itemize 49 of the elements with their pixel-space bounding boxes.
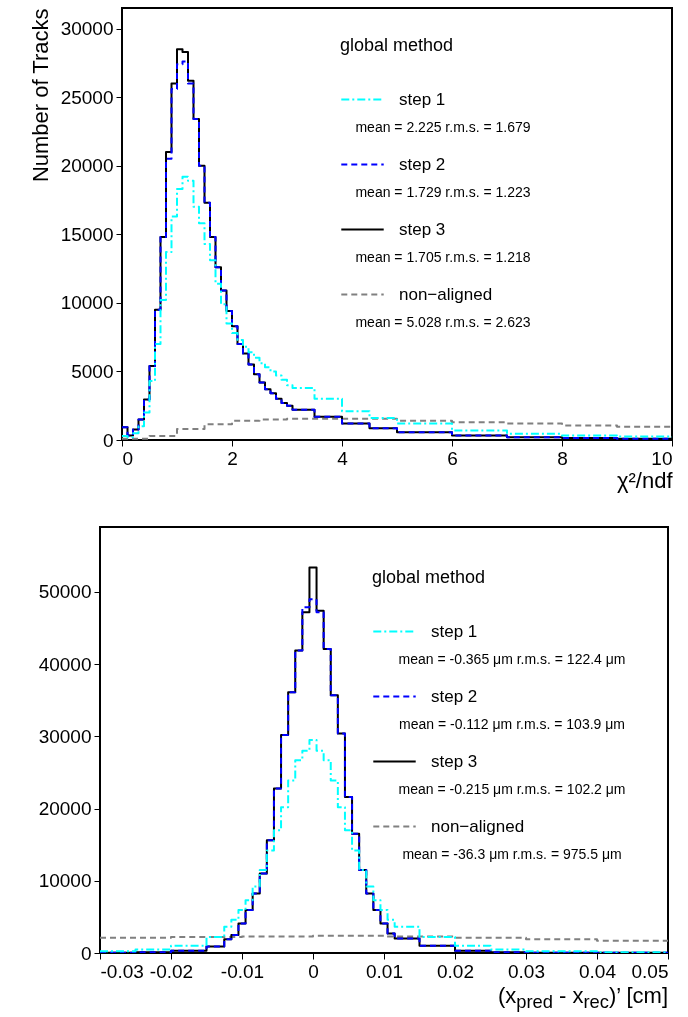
annotation: mean = -36.3 μm r.m.s. = 975.5 μm <box>402 846 622 862</box>
legend-label: step 2 <box>431 686 478 706</box>
x-tick-label: -0.02 <box>149 960 194 982</box>
legend-label: step 3 <box>399 219 446 239</box>
x-axis-title: χ²/ndf <box>616 467 674 493</box>
x-tick-label: 8 <box>557 447 568 469</box>
legend-label: non−aligned <box>399 284 493 304</box>
y-tick-label: 5000 <box>71 360 114 382</box>
legend-label: non−aligned <box>431 816 525 836</box>
y-axis-title: Number of Tracks <box>27 8 53 183</box>
annotation: mean = 5.028 r.m.s. = 2.623 <box>355 314 531 330</box>
y-tick-label: 10000 <box>60 292 114 314</box>
y-tick-label: 10000 <box>38 870 92 892</box>
legend-label: step 2 <box>399 154 446 174</box>
y-tick-label: 30000 <box>60 18 114 40</box>
legend-label: step 1 <box>431 621 478 641</box>
x-tick-label: 6 <box>447 447 458 469</box>
x-axis-title: (x$_{pred}$ - x$_{rec}$)’ [cm] <box>497 983 668 1014</box>
x-tick-label: 0 <box>308 960 319 982</box>
y-tick-label: 20000 <box>60 155 114 177</box>
x-tick-label: 0.05 <box>631 960 669 982</box>
x-tick-label: -0.01 <box>220 960 265 982</box>
legend-label: step 3 <box>431 751 478 771</box>
legend-title: global method <box>340 35 454 55</box>
x-tick-label: 0.04 <box>579 960 617 982</box>
x-tick-label: 10 <box>651 447 673 469</box>
x-tick-label: 0.01 <box>366 960 403 982</box>
x-tick-label: 2 <box>227 447 238 469</box>
y-tick-label: 0 <box>102 429 114 451</box>
legend-title: global method <box>372 567 486 587</box>
y-tick-label: 30000 <box>38 725 92 747</box>
x-tick-label: 4 <box>337 447 349 469</box>
annotation: mean = 1.705 r.m.s. = 1.218 <box>355 249 531 265</box>
annotation: mean = -0.215 μm r.m.s. = 102.2 μm <box>398 781 626 797</box>
y-tick-label: 50000 <box>38 581 92 603</box>
y-tick-label: 0 <box>80 942 92 964</box>
annotation: mean = -0.112 μm r.m.s. = 103.9 μm <box>399 716 625 732</box>
annotation: mean = -0.365 μm r.m.s. = 122.4 μm <box>398 651 626 667</box>
y-tick-label: 40000 <box>38 653 92 675</box>
y-tick-label: 20000 <box>38 798 92 820</box>
x-tick-label: 0.02 <box>437 960 474 982</box>
annotation: mean = 2.225 r.m.s. = 1.679 <box>355 119 531 135</box>
x-tick-label: 0 <box>122 447 134 469</box>
x-tick-label: 0.03 <box>508 960 545 982</box>
legend-label: step 1 <box>399 89 446 109</box>
y-tick-label: 25000 <box>60 86 114 108</box>
annotation: mean = 1.729 r.m.s. = 1.223 <box>355 184 531 200</box>
x-tick-label: -0.03 <box>100 960 144 982</box>
y-tick-label: 15000 <box>60 223 114 245</box>
